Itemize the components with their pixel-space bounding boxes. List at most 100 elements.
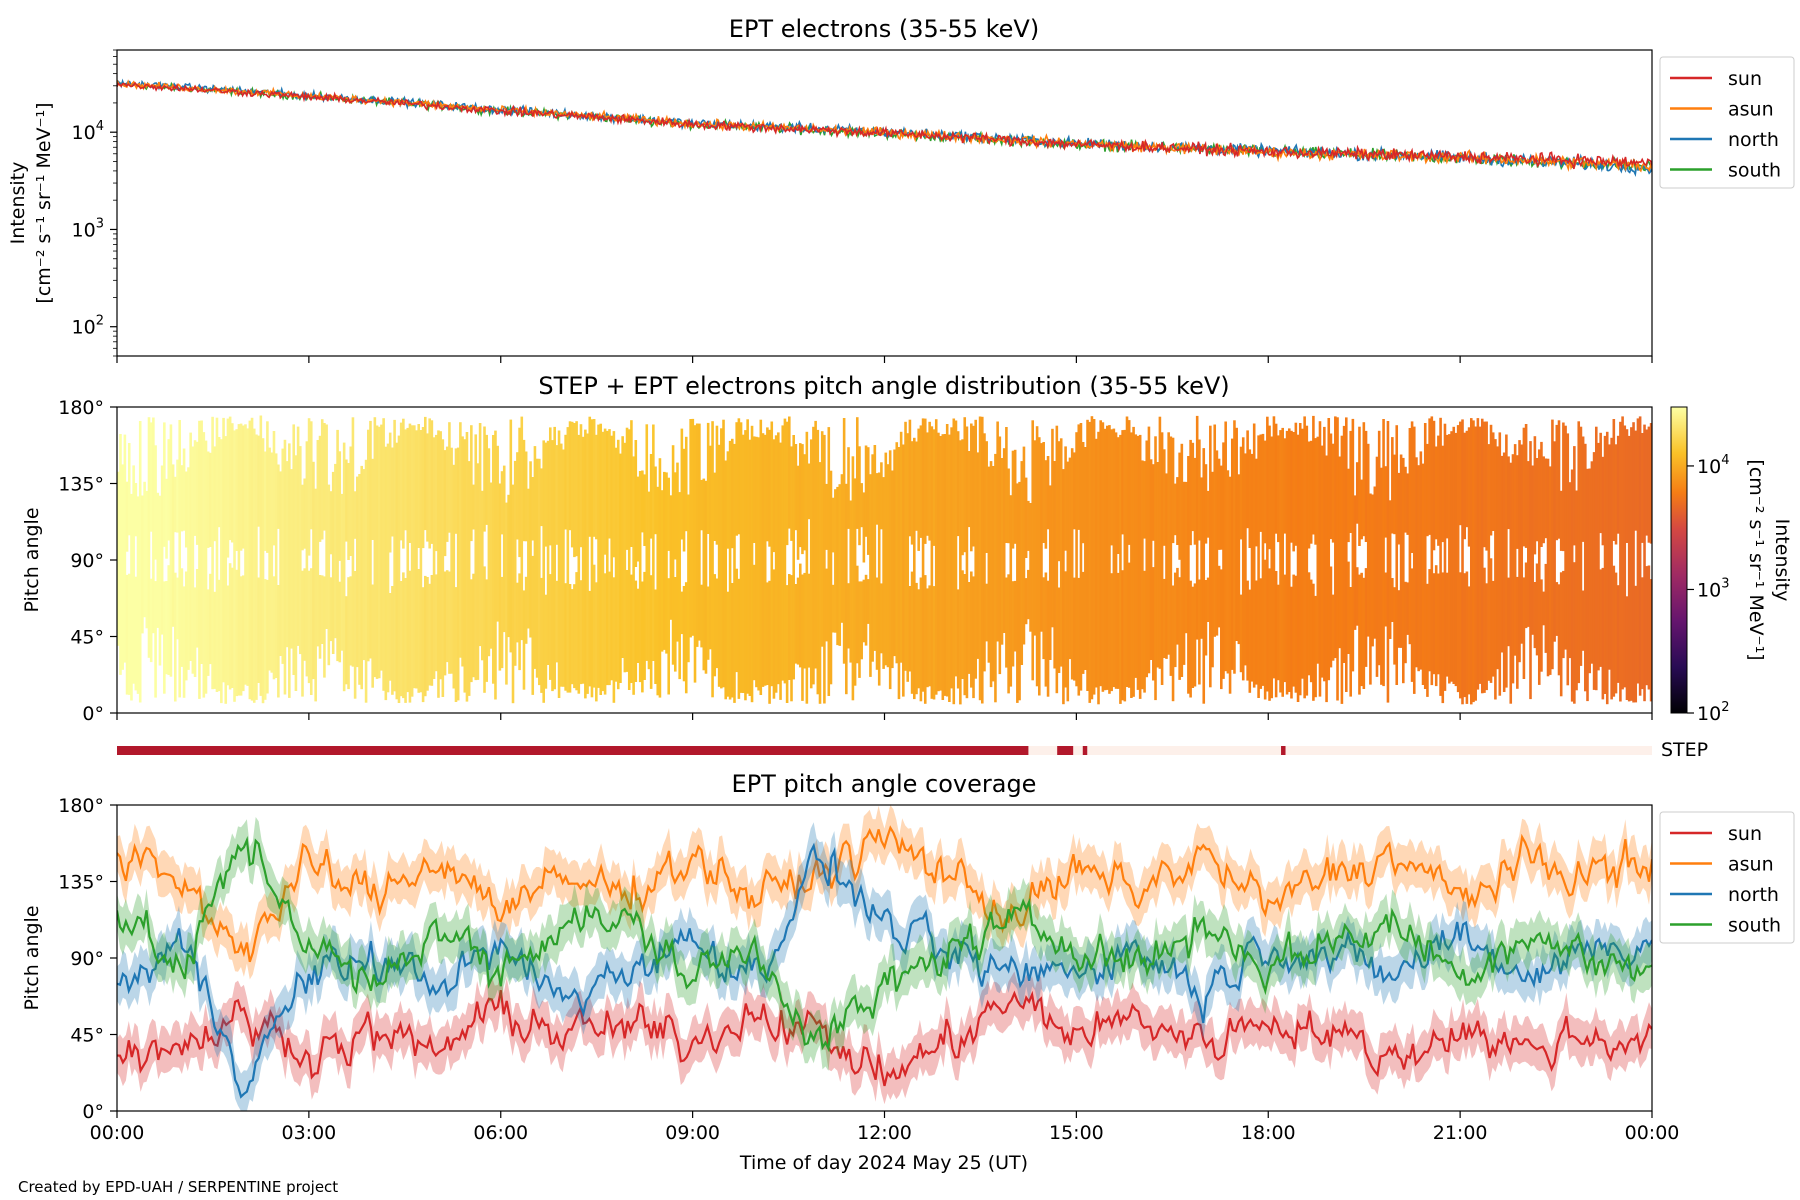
heatmap-cell <box>987 466 991 663</box>
heatmap-cell <box>415 430 418 689</box>
heatmap-cell <box>1625 429 1629 543</box>
heatmap-cell <box>779 442 782 700</box>
heatmap-cell <box>424 416 427 531</box>
heatmap-cell <box>371 458 374 540</box>
heatmap-cell <box>790 575 793 702</box>
heatmap-cell <box>301 484 304 551</box>
heatmap-cell <box>518 427 521 558</box>
heatmap-cell <box>932 429 936 546</box>
heatmap-cell <box>1327 418 1331 681</box>
heatmap-cell <box>590 419 594 698</box>
heatmap-cell <box>1338 456 1342 649</box>
heatmap-cell <box>1226 470 1230 674</box>
y-tick-label: 135° <box>58 474 104 496</box>
heatmap-cell <box>669 495 673 620</box>
heatmap-cell <box>404 578 407 703</box>
y-tick-label: 90° <box>70 550 104 572</box>
heatmap-cell <box>1524 424 1528 548</box>
heatmap-cell <box>1610 437 1613 700</box>
heatmap-cell <box>1079 423 1083 691</box>
heatmap-cell <box>1287 428 1291 692</box>
heatmap-cell <box>682 586 686 682</box>
heatmap-cell <box>603 428 607 555</box>
heatmap-cell <box>551 440 554 692</box>
heatmap-cell <box>1483 421 1486 548</box>
heatmap-cell <box>1362 422 1366 537</box>
heatmap-cell <box>1283 574 1287 683</box>
heatmap-cell <box>1531 465 1534 635</box>
heatmap-cell <box>388 593 392 681</box>
x-tick-label: 09:00 <box>665 1122 720 1144</box>
heatmap-cell <box>1224 421 1227 672</box>
heatmap-cell <box>766 427 769 542</box>
heatmap-cell <box>573 423 576 558</box>
heatmap-cell <box>941 434 945 700</box>
heatmap-cell <box>1013 449 1017 544</box>
heatmap-cell <box>1432 420 1436 551</box>
heatmap-cell <box>735 568 738 673</box>
heatmap-cell <box>1636 418 1640 684</box>
heatmap-cell <box>862 492 866 563</box>
heatmap-cell <box>1147 426 1151 674</box>
heatmap-cell <box>1522 577 1526 679</box>
heatmap-cell <box>825 568 828 642</box>
heatmap-cell <box>1388 500 1392 639</box>
heatmap-cell <box>380 424 383 671</box>
heatmap-cell <box>1114 432 1118 689</box>
heatmap-cell <box>182 448 186 531</box>
heatmap-cell <box>998 436 1002 675</box>
heatmap-cell <box>1605 431 1609 705</box>
heatmap-cell <box>132 465 135 684</box>
heatmap-cell <box>1090 416 1094 700</box>
heatmap-cell <box>277 585 280 698</box>
step-label: STEP <box>1661 739 1708 761</box>
y-tick-label: 0° <box>82 1101 104 1123</box>
heatmap-cell <box>301 570 304 697</box>
heatmap-cell <box>1603 435 1607 694</box>
heatmap-cell <box>759 419 763 695</box>
heatmap-cell <box>1533 436 1537 555</box>
heatmap-cell <box>1257 435 1260 698</box>
heatmap-cell <box>1472 420 1475 703</box>
heatmap-cell <box>1217 458 1221 550</box>
heatmap-cell <box>241 425 245 549</box>
x-tick-label: 06:00 <box>473 1122 528 1144</box>
heatmap-cell <box>680 591 684 635</box>
heatmap-cell <box>792 435 795 680</box>
heatmap-cell <box>1452 426 1456 684</box>
heatmap-cell <box>217 579 221 692</box>
heatmap-cell <box>1542 591 1545 626</box>
heatmap-cell <box>461 436 464 667</box>
heatmap-cell <box>1095 438 1098 688</box>
heatmap-cell <box>744 430 747 701</box>
heatmap-cell <box>1206 577 1210 622</box>
heatmap-cell <box>1211 471 1214 668</box>
heatmap-cell <box>1555 424 1559 541</box>
heatmap-cell <box>351 417 355 667</box>
heatmap-cell <box>1314 438 1317 545</box>
heatmap-cell <box>1331 443 1335 543</box>
heatmap-cell <box>1285 430 1289 695</box>
heatmap-cell <box>836 486 839 646</box>
heatmap-cell <box>312 461 315 680</box>
heatmap-cell <box>1566 433 1570 686</box>
series-band-north <box>117 822 1652 1111</box>
heatmap-cell <box>1057 441 1061 562</box>
heatmap-cell <box>733 443 736 703</box>
heatmap-cell <box>627 429 631 690</box>
heatmap-cell <box>1371 494 1374 647</box>
y-tick-label: 45° <box>70 1025 104 1047</box>
heatmap-cell <box>548 574 552 680</box>
heatmap-cell <box>522 590 526 690</box>
heatmap-cell <box>522 439 526 542</box>
heatmap-cell <box>684 436 688 532</box>
heatmap-cell <box>1024 578 1028 625</box>
x-tick-label: 12:00 <box>857 1122 912 1144</box>
heatmap-cell <box>1423 423 1427 689</box>
heatmap-cell <box>318 575 322 659</box>
heatmap-cell <box>1228 476 1232 694</box>
heatmap-cell <box>855 417 859 529</box>
heatmap-cell <box>1171 437 1175 544</box>
heatmap-cell <box>1064 571 1067 688</box>
heatmap-cell <box>586 433 589 694</box>
